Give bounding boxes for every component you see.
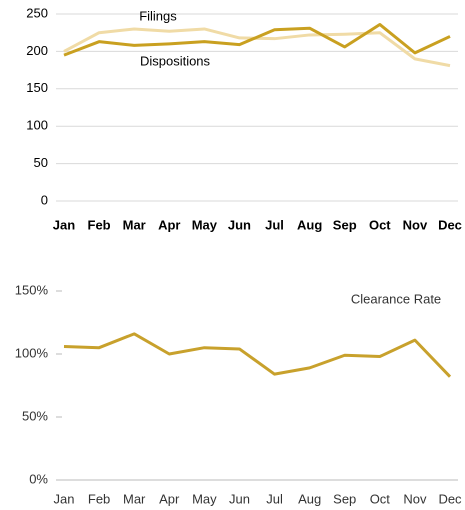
y-tick-label: 0 xyxy=(41,192,48,207)
x-tick-label: Mar xyxy=(123,491,146,506)
x-tick-label: Jan xyxy=(53,217,75,232)
x-tick-label: Oct xyxy=(370,491,391,506)
x-tick-label: Nov xyxy=(403,217,428,232)
x-tick-label: Feb xyxy=(88,491,110,506)
x-tick-label: Jan xyxy=(54,491,75,506)
y-tick-label: 0% xyxy=(29,471,48,486)
y-tick-label: 100% xyxy=(15,345,49,360)
x-tick-label: Sep xyxy=(333,217,357,232)
y-tick-label: 250 xyxy=(26,5,48,20)
x-tick-label: Feb xyxy=(88,217,111,232)
x-tick-label: Apr xyxy=(158,217,180,232)
y-tick-label: 150% xyxy=(15,282,49,297)
y-tick-label: 100 xyxy=(26,118,48,133)
y-tick-label: 50% xyxy=(22,408,48,423)
y-tick-label: 150 xyxy=(26,80,48,95)
chart: 0 50 100 150 200 250 Jan Feb Mar Apr May Jun Jul Aug S… xyxy=(26,5,462,232)
chart: 0% 50% 100% 150% Jan Feb Mar Apr May Jun Jul Aug Sep… xyxy=(15,282,462,506)
x-tick-label: Dec xyxy=(438,217,462,232)
x-tick-label: Aug xyxy=(297,217,322,232)
series-label: Dispositions xyxy=(140,53,211,68)
x-tick-label: Aug xyxy=(298,491,321,506)
line-series xyxy=(63,22,451,57)
x-tick-label: Apr xyxy=(159,491,180,506)
x-tick-label: May xyxy=(192,491,217,506)
series-label: Filings xyxy=(139,8,177,23)
x-tick-label: Jul xyxy=(266,491,283,506)
y-tick-label: 50 xyxy=(34,155,48,170)
x-tick-label: Nov xyxy=(403,491,427,506)
x-tick-label: Jun xyxy=(228,217,251,232)
line-series xyxy=(63,332,452,378)
x-tick-label: Mar xyxy=(123,217,146,232)
x-tick-label: Jun xyxy=(229,491,250,506)
x-tick-label: Dec xyxy=(438,491,462,506)
x-tick-label: May xyxy=(192,217,218,232)
x-tick-label: Sep xyxy=(333,491,356,506)
x-tick-label: Jul xyxy=(265,217,284,232)
series-label: Clearance Rate xyxy=(351,291,441,306)
x-tick-label: Oct xyxy=(369,217,391,232)
y-tick-label: 200 xyxy=(26,43,48,58)
